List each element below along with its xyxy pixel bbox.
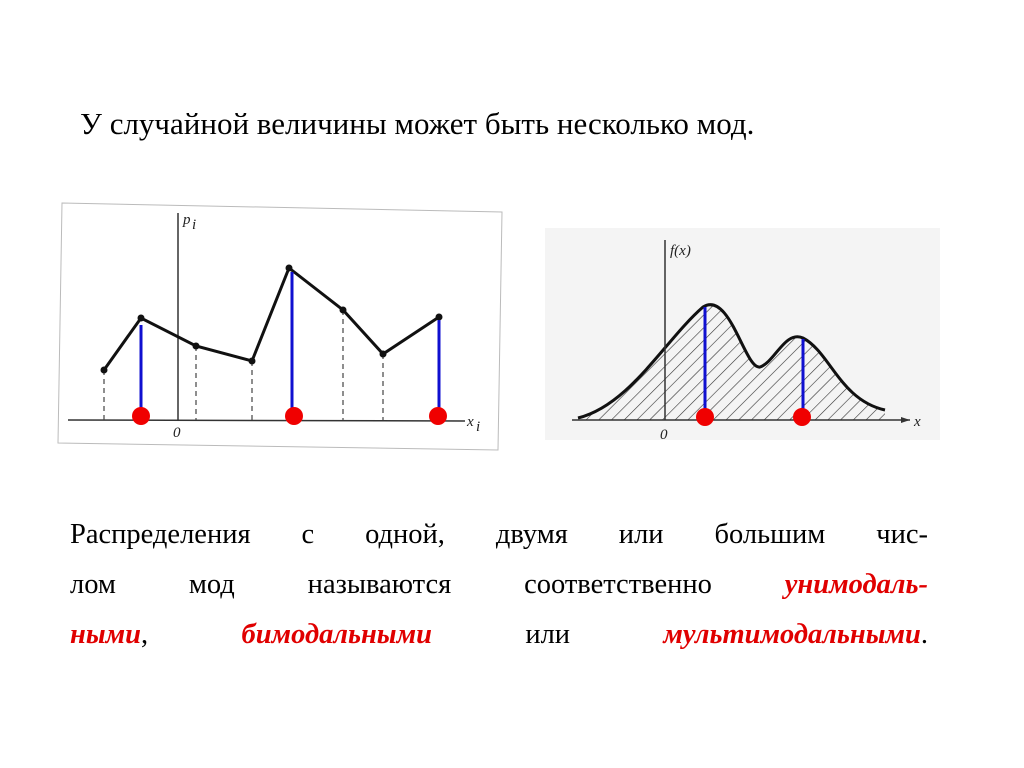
text: Распределения с одной, двумя или большим… (70, 519, 928, 550)
y-axis-sub: i (192, 217, 196, 233)
paragraph-line: Распределения с одной, двумя или большим… (70, 510, 928, 560)
density-figure: f(x) x 0 (545, 228, 940, 443)
text: лом мод называются соответственно (70, 569, 712, 600)
y-axis-label: p (182, 212, 191, 228)
x-axis-label: x (913, 414, 921, 430)
term: унимодаль- (784, 569, 929, 600)
x-axis-label: x (466, 414, 474, 430)
text: , (140, 619, 149, 650)
text: . (920, 619, 929, 650)
term: мультимодальными (663, 619, 921, 650)
origin-label: 0 (660, 427, 668, 443)
term: бимодальными (241, 619, 432, 650)
x-axis-sub: i (476, 419, 480, 435)
origin-label: 0 (173, 425, 181, 441)
paragraph: Распределения с одной, двумя или большим… (70, 510, 928, 660)
term: ными (70, 619, 141, 650)
polygon-figure: p i x i 0 (57, 202, 503, 451)
paragraph-line: ными, бимодальными или мультимодальными. (70, 610, 928, 660)
slide-title: У случайной величины может быть нескольк… (80, 106, 755, 141)
text: или (525, 619, 571, 650)
y-axis-label: f(x) (670, 243, 691, 259)
paragraph-line: лом мод называются соответственно унимод… (70, 560, 928, 610)
